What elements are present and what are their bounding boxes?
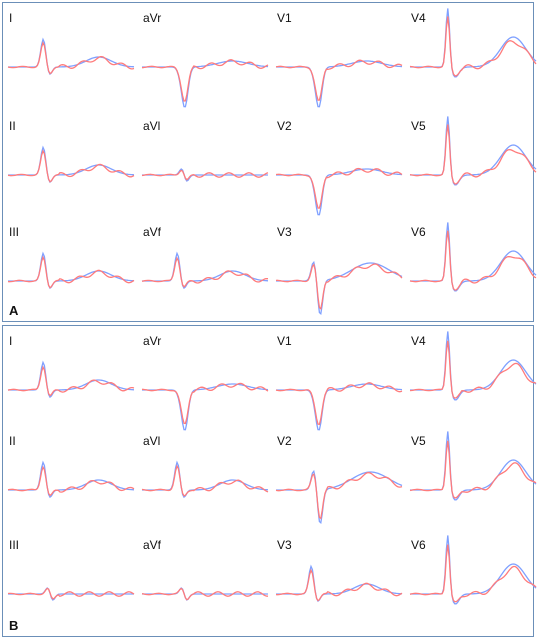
lead-label-v5: V5 (411, 119, 426, 133)
ecg-trace-v4 (409, 331, 537, 401)
ecg-trace-v6 (409, 222, 537, 292)
lead-label-i: I (9, 11, 13, 25)
lead-label-ii: II (9, 434, 16, 448)
waveform-blue (276, 469, 403, 524)
waveform-red (409, 340, 537, 399)
waveform-red (409, 124, 537, 185)
lead-label-v4: V4 (411, 11, 426, 25)
waveform-blue (142, 383, 269, 431)
lead-label-v2: V2 (277, 119, 292, 133)
ecg-trace-v6 (409, 535, 537, 605)
lead-label-v2: V2 (277, 434, 292, 448)
waveform-blue (8, 460, 135, 499)
ecg-trace-i (7, 37, 135, 76)
lead-label-v3: V3 (277, 538, 292, 552)
waveform-blue (276, 168, 403, 216)
waveform-red (275, 382, 403, 426)
lead-label-v4: V4 (411, 334, 426, 348)
waveform-red (141, 382, 269, 425)
ecg-trace-avf (141, 251, 269, 290)
ecg-trace-v3 (275, 564, 403, 603)
waveform-red (141, 169, 269, 181)
ecg-trace-v4 (409, 8, 537, 78)
waveform-red (409, 16, 537, 77)
ecg-trace-iii (7, 587, 135, 601)
waveform-blue (8, 251, 135, 290)
lead-label-iii: III (9, 225, 20, 239)
ecg-trace-v2 (275, 469, 403, 524)
waveform-red (7, 149, 135, 183)
ecg-trace-avl (141, 168, 269, 182)
lead-label-iii: III (9, 538, 20, 552)
waveform-blue (276, 564, 403, 603)
waveform-red (7, 255, 135, 289)
waveform-blue (142, 251, 269, 290)
lead-label-v3: V3 (277, 225, 292, 239)
lead-label-v1: V1 (277, 334, 292, 348)
lead-label-v5: V5 (411, 434, 426, 448)
waveform-red (141, 464, 269, 497)
lead-label-v1: V1 (277, 11, 292, 25)
waveform-red (409, 230, 537, 291)
waveform-red (409, 440, 537, 499)
waveform-red (7, 465, 135, 497)
waveform-red (7, 365, 135, 397)
ecg-trace-v1 (275, 59, 403, 108)
waveform-blue (276, 60, 403, 108)
lead-label-v6: V6 (411, 538, 426, 552)
lead-label-avr: aVr (143, 334, 162, 348)
waveform-red (141, 59, 269, 102)
waveform-red (7, 587, 135, 600)
waveform-red (275, 471, 403, 520)
ecg-trace-avf (141, 587, 269, 601)
ecg-trace-ii (7, 460, 135, 499)
ecg-trace-v3 (275, 260, 403, 315)
ecg-trace-avr (141, 59, 269, 108)
lead-label-v6: V6 (411, 225, 426, 239)
waveform-blue (276, 260, 403, 315)
waveform-blue (142, 460, 269, 499)
panel-letter: A (9, 303, 19, 318)
panel-letter: B (9, 618, 19, 633)
waveform-red (275, 167, 403, 209)
waveform-red (275, 59, 403, 101)
ecg-trace-avl (141, 460, 269, 499)
waveform-red (409, 544, 537, 603)
ecg-trace-v5 (409, 431, 537, 501)
waveform-blue (8, 360, 135, 399)
ecg-trace-v2 (275, 167, 403, 216)
waveform-red (7, 41, 135, 75)
waveform-blue (410, 535, 537, 605)
waveform-red (275, 568, 403, 602)
lead-label-avl: aVl (143, 119, 161, 133)
lead-label-ii: II (9, 119, 16, 133)
lead-label-i: I (9, 334, 13, 348)
lead-label-avl: aVl (143, 434, 161, 448)
ecg-trace-i (7, 360, 135, 399)
lead-label-avf: aVf (143, 225, 162, 239)
waveform-red (141, 587, 269, 601)
ecg-trace-v5 (409, 116, 537, 186)
ecg-trace-avr (141, 382, 269, 431)
ecg-trace-ii (7, 145, 135, 184)
waveform-red (275, 263, 403, 310)
lead-label-avr: aVr (143, 11, 162, 25)
ecg-trace-iii (7, 251, 135, 290)
ecg-trace-v1 (275, 382, 403, 431)
lead-label-avf: aVf (143, 538, 162, 552)
waveform-red (141, 256, 269, 288)
